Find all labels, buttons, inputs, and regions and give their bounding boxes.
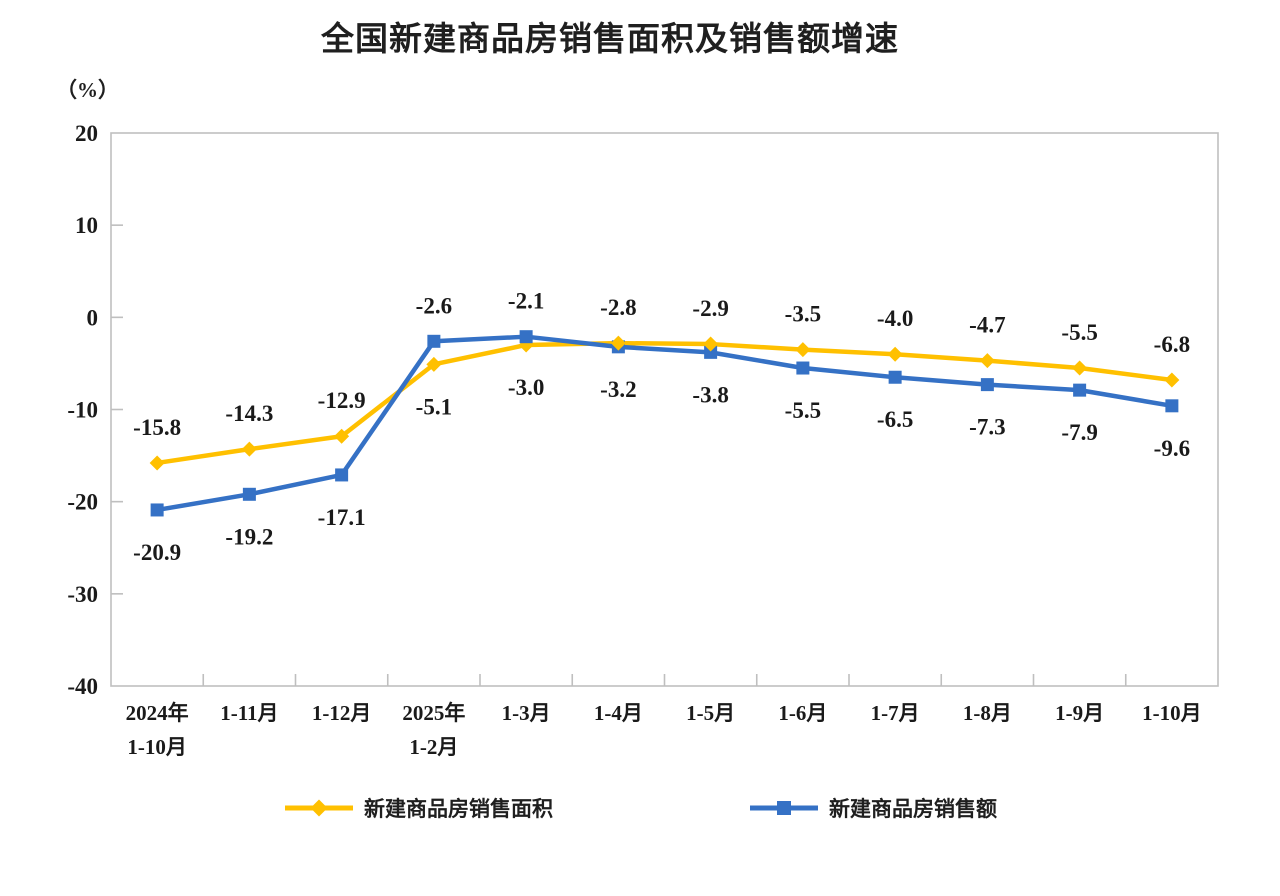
sales-area-marker xyxy=(426,356,442,372)
sales-value-legend-marker-icon xyxy=(750,801,818,815)
sales-value-marker xyxy=(980,378,994,392)
sales-area-marker xyxy=(795,342,811,358)
sales-area-data-label: -2.9 xyxy=(692,296,728,321)
sales-value-data-label: -19.2 xyxy=(225,524,273,549)
sales-area-marker xyxy=(887,346,903,362)
sales-area-data-label: -5.1 xyxy=(416,394,452,419)
x-axis-label: 1-10月 xyxy=(127,735,187,759)
sales-value-marker xyxy=(427,334,441,348)
sales-area-data-label: -4.0 xyxy=(877,306,913,331)
sales-area-marker xyxy=(610,335,626,351)
y-axis-unit-label: （%） xyxy=(56,78,119,102)
sales-area-marker xyxy=(334,428,350,444)
y-axis-tick-label: -40 xyxy=(67,674,98,699)
legend-label-sales-area: 新建商品房销售面积 xyxy=(364,797,553,821)
chart-title: 全国新建商品房销售面积及销售额增速 xyxy=(321,20,899,57)
sales-value-data-label: -20.9 xyxy=(133,540,181,565)
sales-value-line xyxy=(154,334,1175,513)
y-axis-tick-label: 20 xyxy=(75,121,98,146)
sales-value-data-label: -9.6 xyxy=(1154,436,1190,461)
sales-area-data-label: -3.0 xyxy=(508,375,544,400)
legend-label-sales-value: 新建商品房销售额 xyxy=(829,797,997,821)
sales-area-marker xyxy=(149,455,165,471)
sales-area-legend-marker-icon xyxy=(285,799,353,817)
sales-area-marker xyxy=(241,441,257,457)
sales-area-line xyxy=(154,340,1175,466)
x-axis-label: 2024年 xyxy=(126,701,189,725)
chart-legend: 新建商品房销售面积 新建商品房销售额 xyxy=(0,794,1280,826)
legend-item-sales-value: 新建商品房销售额 xyxy=(748,794,997,822)
x-axis-label: 1-2月 xyxy=(409,735,458,759)
sales-value-marker xyxy=(796,361,810,375)
sales-area-data-label: -4.7 xyxy=(969,313,1005,338)
x-axis-label: 1-5月 xyxy=(686,701,735,725)
sales-area-marker xyxy=(703,336,719,352)
sales-value-data-label: -2.1 xyxy=(508,289,544,314)
x-axis-label: 1-6月 xyxy=(778,701,827,725)
x-axis-label: 1-11月 xyxy=(220,701,278,725)
sales-value-data-label: -17.1 xyxy=(318,505,366,530)
sales-value-data-label: -2.6 xyxy=(416,293,452,318)
sales-area-marker xyxy=(1072,360,1088,376)
y-axis-tick-label: -20 xyxy=(67,490,98,515)
sales-value-marker xyxy=(519,330,533,344)
y-axis-tick-label: 0 xyxy=(87,305,99,330)
x-axis-label: 1-10月 xyxy=(1142,701,1202,725)
sales-value-data-label: -7.3 xyxy=(969,415,1005,440)
sales-value-marker xyxy=(242,487,256,501)
sales-value-marker xyxy=(335,468,349,482)
sales-value-data-label: -7.9 xyxy=(1061,420,1097,445)
sales-area-data-label: -2.8 xyxy=(600,295,636,320)
sales-area-data-label: -6.8 xyxy=(1154,332,1190,357)
y-axis-tick-label: -30 xyxy=(67,582,98,607)
x-axis-label: 1-12月 xyxy=(312,701,372,725)
sales-value-data-label: -5.5 xyxy=(785,398,821,423)
sales-area-data-label: -3.5 xyxy=(785,302,821,327)
sales-value-data-label: -6.5 xyxy=(877,407,913,432)
y-axis-tick-label: -10 xyxy=(67,398,98,423)
sales-value-marker xyxy=(1073,383,1087,397)
x-axis-label: 1-9月 xyxy=(1055,701,1104,725)
legend-item-sales-area: 新建商品房销售面积 xyxy=(283,794,553,822)
sales-value-data-label: -3.8 xyxy=(692,382,728,407)
sales-area-marker xyxy=(1164,372,1180,388)
sales-area-data-label: -14.3 xyxy=(225,401,273,426)
plot-border xyxy=(110,132,1219,687)
sales-value-data-label: -3.2 xyxy=(600,377,636,402)
sales-area-data-label: -5.5 xyxy=(1061,320,1097,345)
sales-value-marker xyxy=(1165,399,1179,413)
sales-area-marker xyxy=(979,353,995,369)
sales-area-data-label: -15.8 xyxy=(133,415,181,440)
x-axis-label: 1-7月 xyxy=(871,701,920,725)
x-axis-label: 1-3月 xyxy=(502,701,551,725)
x-axis-label: 2025年 xyxy=(402,701,465,725)
x-axis-label: 1-4月 xyxy=(594,701,643,725)
sales-area-data-label: -12.9 xyxy=(318,388,366,413)
y-axis-tick-label: 10 xyxy=(75,213,98,238)
x-axis-label: 1-8月 xyxy=(963,701,1012,725)
sales-value-marker xyxy=(704,345,718,359)
sales-value-marker xyxy=(150,503,164,517)
sales-value-marker xyxy=(888,370,902,384)
